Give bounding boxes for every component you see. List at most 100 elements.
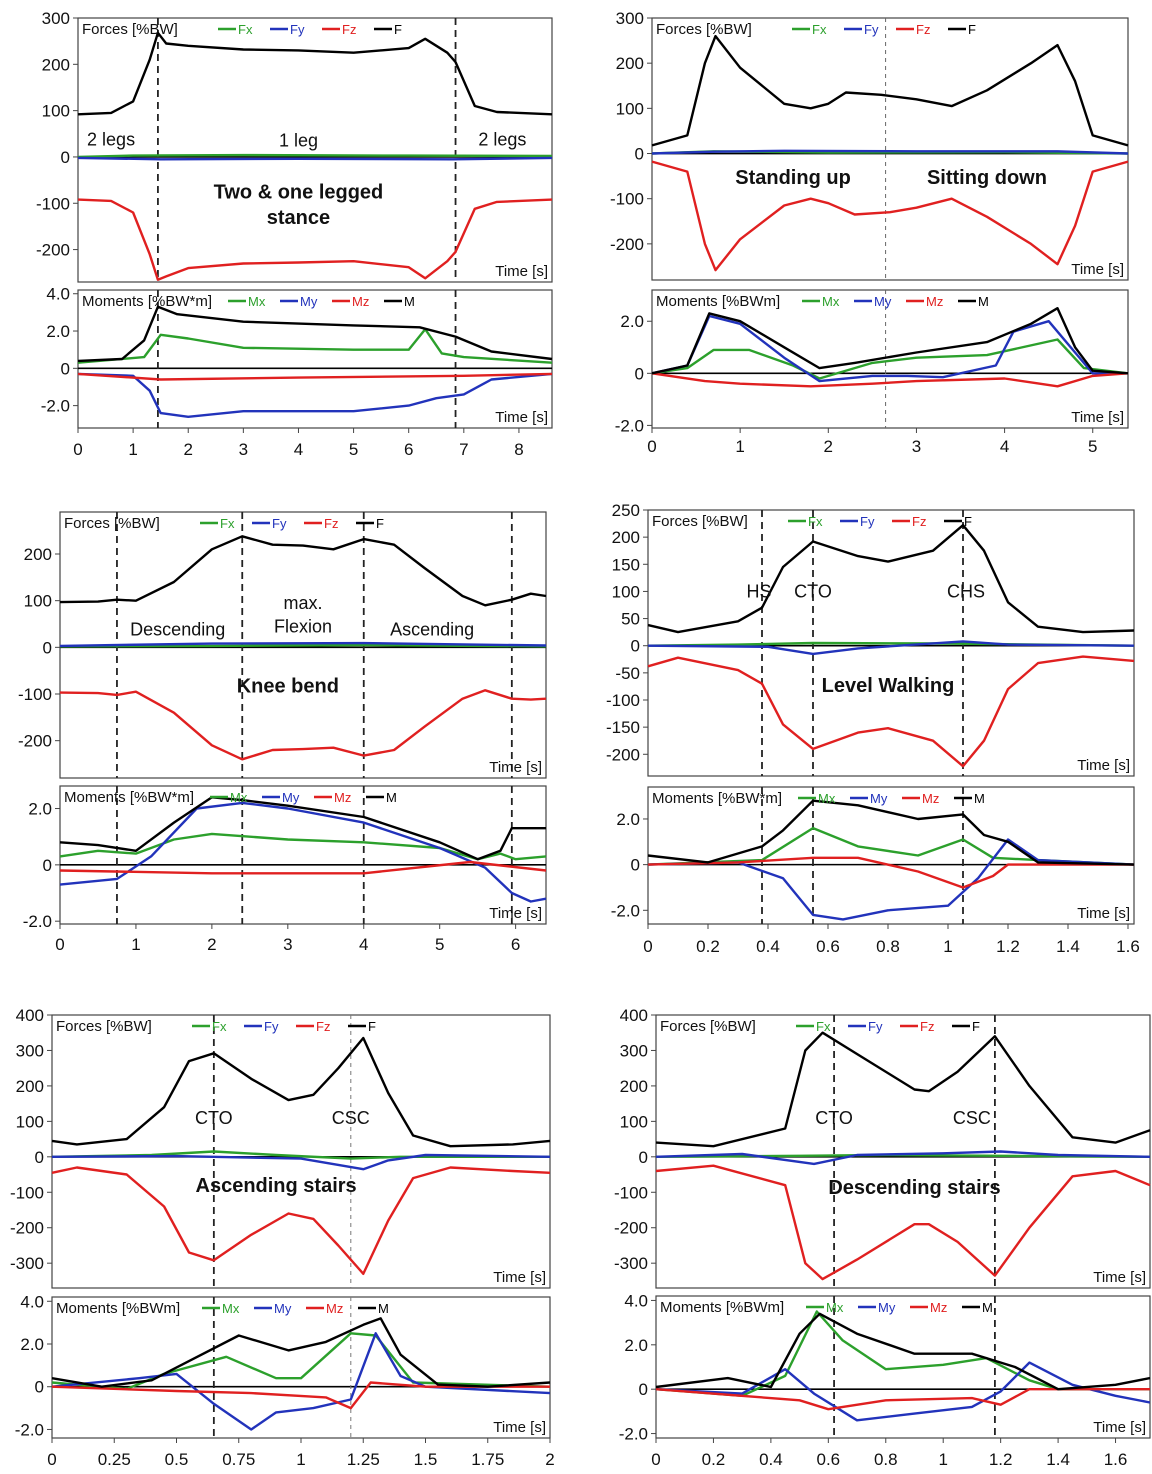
legend-label-Mx: Mx	[818, 791, 836, 806]
y-tick-label: 0	[43, 638, 52, 657]
panel-title: Forces [%BW]	[64, 515, 160, 532]
moments-panel: -2.0 0 2.0 Moments [%BW*m] Mx My Mz M Time [s]	[611, 786, 1135, 925]
moments-panel: -2.0 0 2.0 4.0 Moments [%BWm] Mx My Mz M Time [s]	[619, 1291, 1151, 1444]
annotation-label: CTO	[815, 1108, 853, 1128]
legend-label-Fx: Fx	[812, 22, 827, 37]
legend-label-M: M	[378, 1301, 389, 1316]
series-line-M	[51, 1317, 551, 1388]
legend-label-Mz: Mz	[352, 294, 369, 309]
x-tick-label: 0.8	[874, 1450, 898, 1469]
legend-label-Fx: Fx	[808, 514, 823, 529]
y-tick-label: 2.0	[20, 1335, 44, 1354]
activity-title: Ascending stairs	[196, 1175, 357, 1197]
activity-title: Level Walking	[822, 675, 955, 697]
moments-panel: -2.0 0 2.0 4.0 Moments [%BWm] Mx My Mz M Time [s]	[15, 1292, 551, 1439]
x-tick-label: 0	[47, 1450, 56, 1469]
legend-label-Fx: Fx	[220, 516, 235, 531]
time-axis-label: Time [s]	[1093, 1269, 1146, 1286]
x-tick-label: 6	[404, 440, 413, 459]
x-tick-label: 4	[294, 440, 303, 459]
series-line-Mx	[655, 1310, 1150, 1397]
y-tick-label: 0	[61, 148, 70, 167]
y-tick-label: 0	[35, 1378, 44, 1397]
series-line-M	[647, 799, 1135, 866]
legend-label-Fx: Fx	[238, 22, 253, 37]
y-tick-label: 0	[639, 1380, 648, 1399]
x-tick-label: 1.2	[996, 937, 1020, 956]
y-tick-label: 200	[24, 545, 52, 564]
series-line-M	[651, 307, 1129, 375]
legend-label-Fz: Fz	[342, 22, 356, 37]
series-line-My	[77, 372, 553, 418]
annotation-label: CTO	[195, 1108, 233, 1128]
y-tick-label: 300	[16, 1041, 44, 1060]
series-line-My	[651, 314, 1128, 383]
y-tick-label: 400	[16, 1006, 44, 1025]
y-tick-label: -200	[10, 1219, 44, 1238]
legend-label-Fz: Fz	[916, 22, 930, 37]
series-line-Mx	[77, 328, 553, 364]
series-line-Mz	[77, 372, 553, 381]
panel-title: Moments [%BW*m]	[82, 293, 212, 310]
y-tick-label: -2.0	[619, 1425, 648, 1444]
forces-panel: -200 -100 0 100 200 Forces [%BW] Fx Fy Fz F Time […	[18, 511, 547, 779]
series-line-Fz	[77, 198, 553, 281]
y-tick-label: 100	[24, 592, 52, 611]
plot-frame	[651, 17, 1129, 281]
moments-panel: -2.0 0 2.0 Moments [%BW*m] Mx My Mz M Time [s]	[23, 785, 547, 931]
x-tick-label: 0.4	[759, 1450, 783, 1469]
forces-panel: -200 -100 0 100 200 300 Forces [%BW] Fx Fy Fz F Tim…	[610, 9, 1129, 281]
annotation-label: CTO	[794, 581, 832, 601]
x-tick-label: 1.4	[1056, 937, 1080, 956]
legend-label-Fy: Fy	[868, 1019, 883, 1034]
panel-title: Moments [%BWm]	[56, 1300, 180, 1317]
series-line-Fz	[655, 1164, 1151, 1281]
x-tick-label: 8	[514, 440, 523, 459]
time-axis-label: Time [s]	[489, 905, 542, 922]
y-tick-label: 300	[620, 1041, 648, 1060]
x-tick-label: 1.25	[347, 1450, 380, 1469]
y-tick-label: 300	[616, 9, 644, 28]
legend-label-Fz: Fz	[316, 1019, 330, 1034]
time-axis-label: Time [s]	[1077, 757, 1130, 774]
time-axis-label: Time [s]	[1077, 905, 1130, 922]
x-tick-label: 0.6	[817, 1450, 841, 1469]
y-tick-label: 0	[631, 637, 640, 656]
time-axis-label: Time [s]	[1071, 409, 1124, 426]
annotation-label: 2 legs	[87, 129, 135, 149]
series-line-Mz	[51, 1381, 550, 1410]
legend-label-My: My	[870, 791, 888, 806]
series-line-F	[77, 31, 553, 116]
legend-label-F: F	[368, 1019, 376, 1034]
series-line-My	[51, 1332, 551, 1431]
y-tick-label: 2.0	[620, 312, 644, 331]
time-axis-label: Time [s]	[495, 409, 548, 426]
time-axis-label: Time [s]	[495, 263, 548, 280]
legend-label-Fz: Fz	[912, 514, 926, 529]
y-tick-label: -200	[606, 745, 640, 764]
series-line-Fz	[51, 1166, 551, 1275]
legend-label-M: M	[974, 791, 985, 806]
activity-title: Standing up	[735, 167, 851, 189]
y-tick-label: 0	[635, 145, 644, 164]
series-line-Fz	[647, 655, 1135, 768]
x-tick-label: 0.75	[222, 1450, 255, 1469]
x-tick-label: 7	[459, 440, 468, 459]
legend-label-Mz: Mz	[326, 1301, 343, 1316]
panel-title: Forces [%BW]	[660, 1018, 756, 1035]
forces-panel: -300 -200 -100 0 100 200 300 400 Forces [%BW] Fx F…	[614, 1006, 1151, 1289]
moments-panel: -2.0 0 2.0 4.0 Moments [%BW*m] Mx My Mz M Time [s…	[41, 285, 553, 429]
series-line-Fz	[59, 689, 547, 761]
y-tick-label: 400	[620, 1006, 648, 1025]
x-tick-label: 0.2	[696, 937, 720, 956]
x-tick-label: 0	[73, 440, 82, 459]
x-tick-label: 5	[435, 935, 444, 954]
x-tick-label: 6	[511, 935, 520, 954]
activity-title: Sitting down	[927, 167, 1047, 189]
y-tick-label: 0	[639, 1148, 648, 1167]
y-tick-label: -2.0	[15, 1420, 44, 1439]
moments-panel: -2.0 0 2.0 Moments [%BWm] Mx My Mz M Time [s]	[615, 289, 1129, 435]
